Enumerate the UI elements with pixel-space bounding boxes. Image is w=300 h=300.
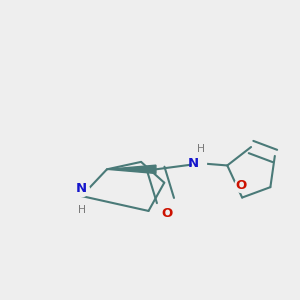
Text: N: N bbox=[188, 157, 199, 170]
Text: H: H bbox=[78, 205, 86, 215]
Text: N: N bbox=[76, 182, 87, 195]
Polygon shape bbox=[107, 165, 156, 173]
Text: O: O bbox=[161, 207, 172, 220]
Text: H: H bbox=[197, 144, 205, 154]
Text: O: O bbox=[235, 178, 246, 192]
